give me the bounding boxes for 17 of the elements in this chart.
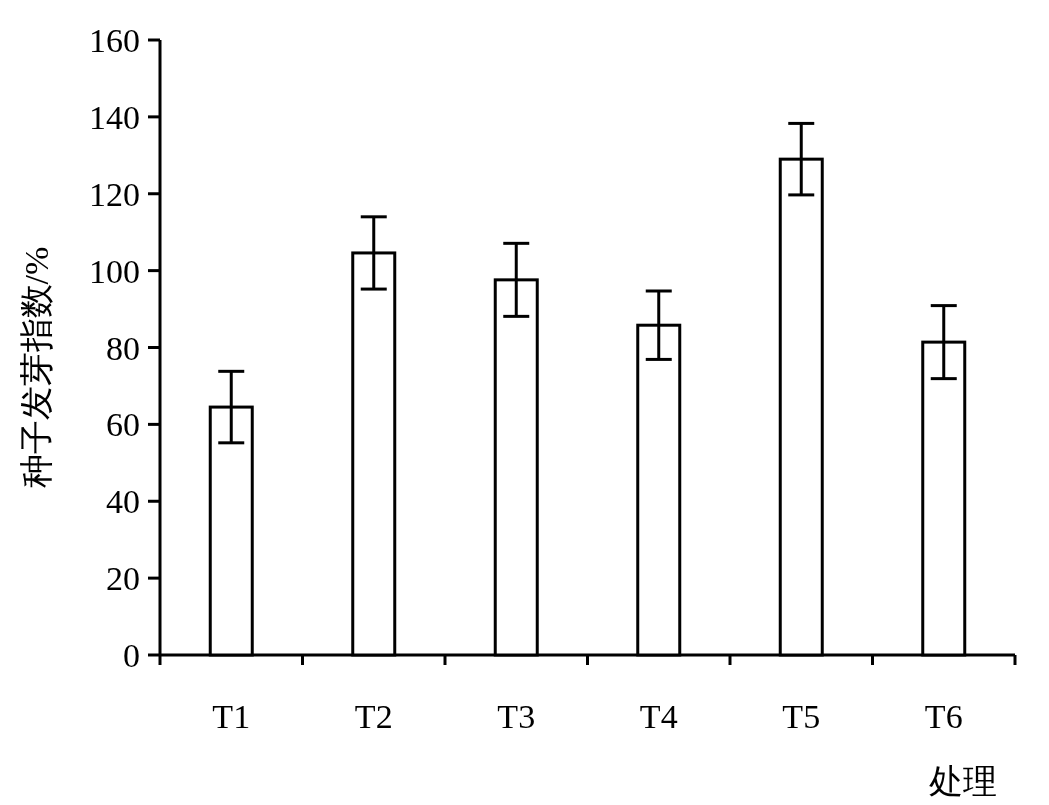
y-tick-label: 100	[89, 252, 140, 290]
y-tick-label: 20	[106, 560, 140, 598]
y-tick-label: 80	[106, 329, 140, 367]
x-tick-label: T1	[212, 698, 251, 735]
y-axis-title: 种子发芽指数/%	[18, 246, 55, 489]
y-tick-label: 60	[106, 406, 140, 444]
x-axis-title: 处理	[929, 763, 997, 800]
y-tick-label: 40	[106, 483, 140, 521]
x-tick-label: T2	[354, 698, 393, 735]
y-tick-label: 120	[89, 175, 140, 213]
y-tick-label: 160	[89, 22, 140, 59]
x-tick-label: T6	[924, 698, 963, 735]
y-tick-label: 0	[123, 637, 140, 674]
x-tick-label: T3	[497, 698, 536, 735]
y-tick-label: 140	[89, 98, 140, 136]
x-tick-label: T4	[639, 698, 678, 735]
x-tick-label: T5	[782, 698, 821, 735]
